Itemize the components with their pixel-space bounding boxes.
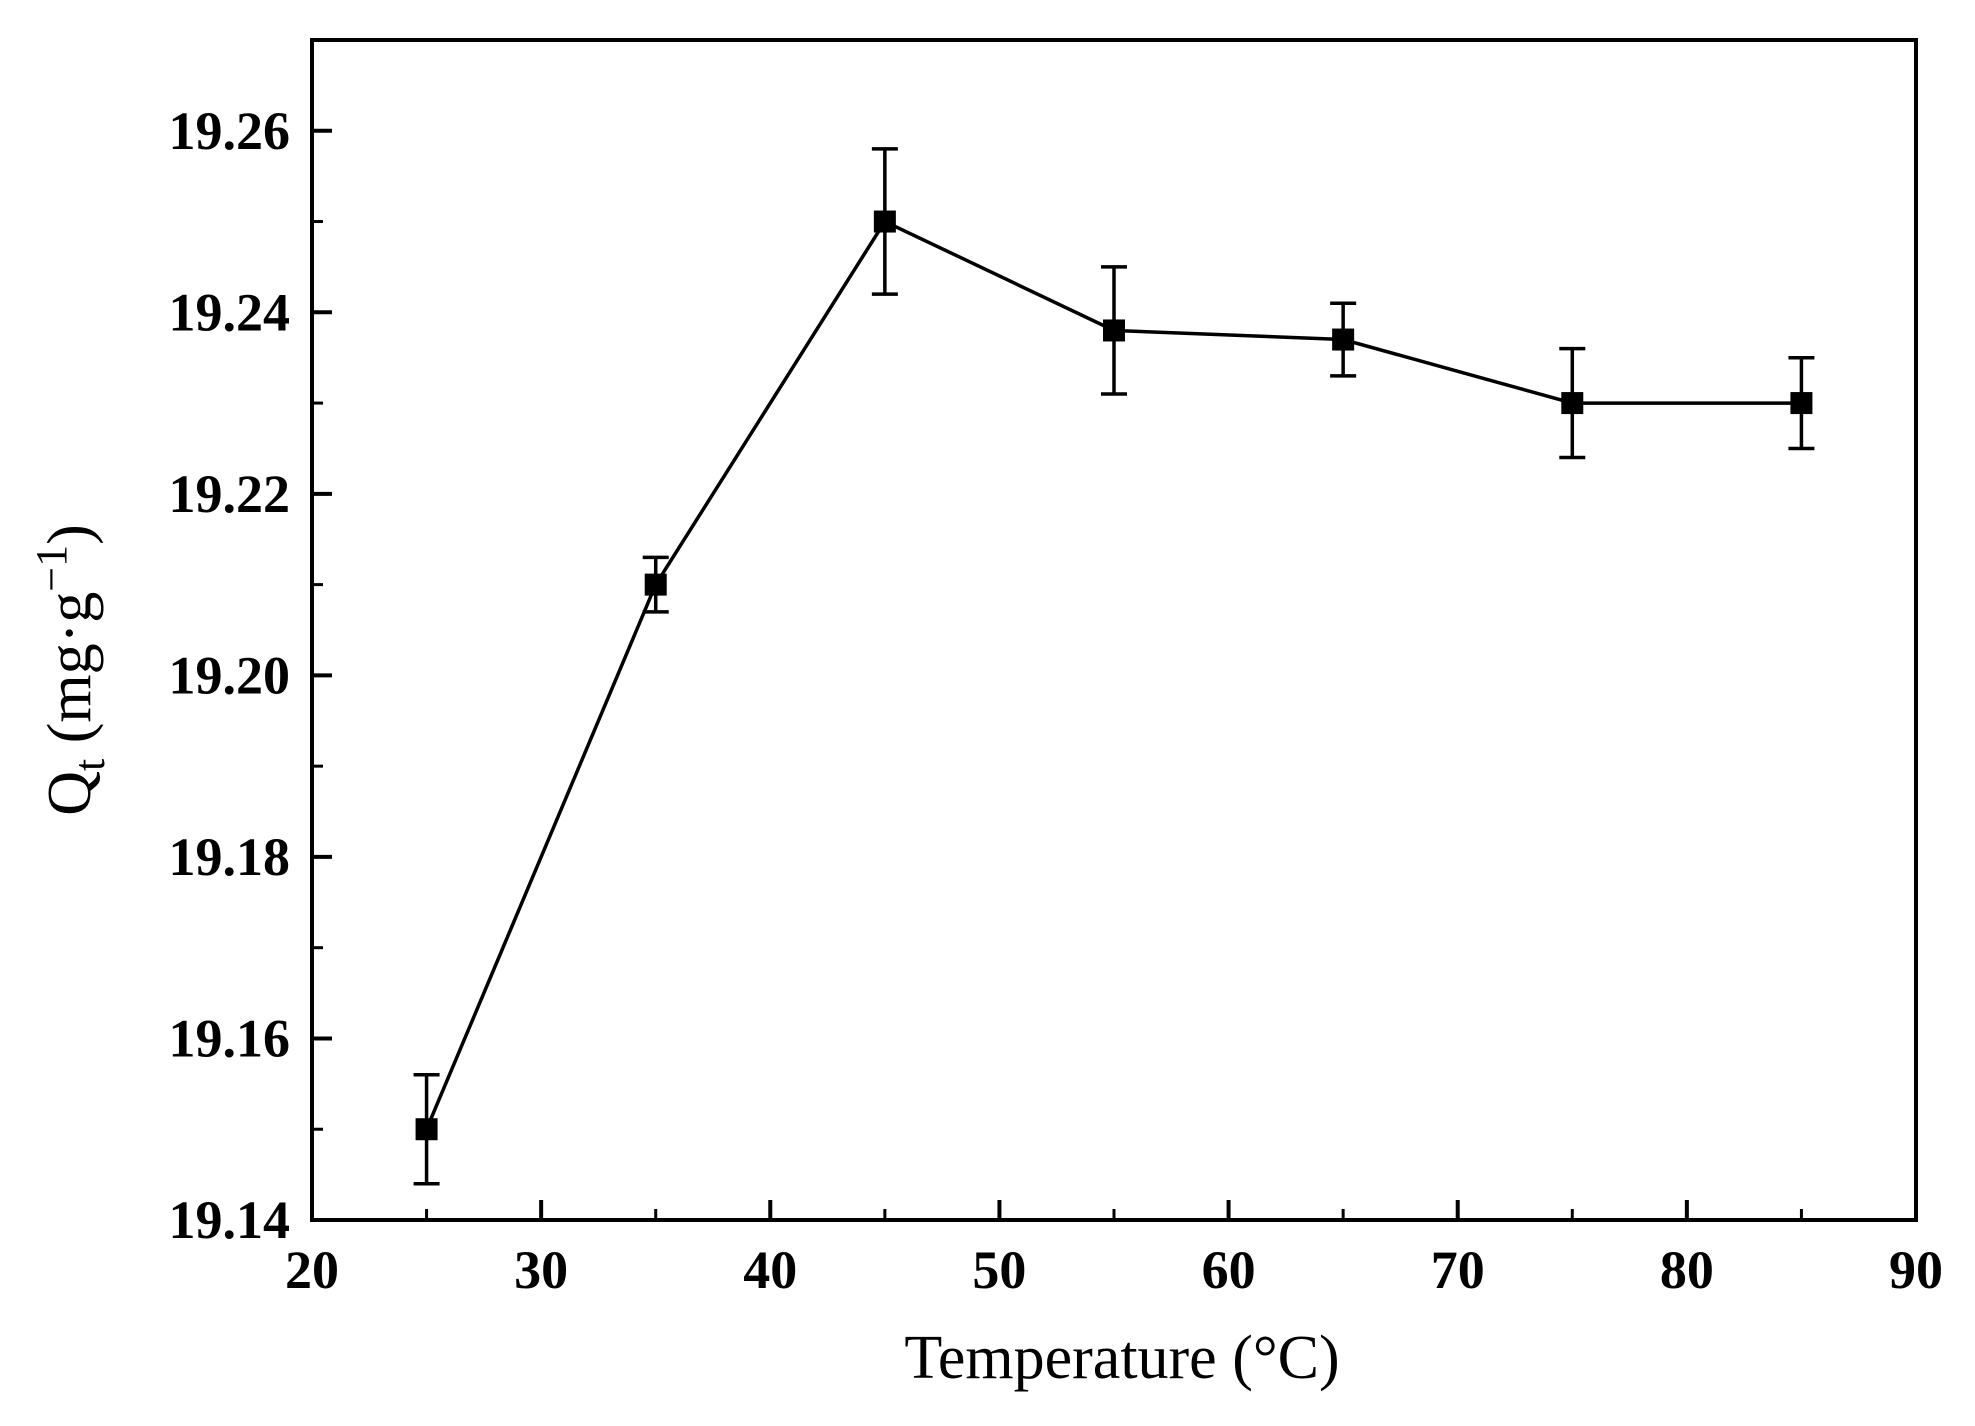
x-tick-label: 30 (514, 1240, 568, 1300)
x-tick-label: 80 (1660, 1240, 1714, 1300)
y-tick-label: 19.18 (169, 827, 291, 887)
plot-frame (310, 38, 1918, 1222)
data-point-marker (1103, 319, 1125, 342)
y-axis-title-superscript: −1 (27, 545, 76, 592)
data-point-marker (644, 573, 667, 596)
x-tick-label: 70 (1431, 1240, 1485, 1300)
data-point-marker (873, 210, 896, 233)
y-tick-label: 19.26 (169, 101, 291, 161)
y-tick-label: 19.16 (169, 1008, 291, 1068)
x-tick-label: 40 (743, 1240, 797, 1300)
y-axis-title-unit-close: ) (36, 524, 104, 545)
x-tick-label: 50 (972, 1240, 1026, 1300)
x-axis-title: Temperature (°C) (904, 1324, 1339, 1392)
y-axis-title-subscript: t (65, 759, 114, 771)
y-axis-title: Qt (mg·g−1) (27, 524, 114, 816)
data-point-marker (1332, 328, 1355, 351)
x-tick-label: 90 (1889, 1240, 1943, 1300)
data-point-marker (1790, 392, 1813, 415)
y-axis-title-unit: (mg·g (36, 592, 104, 759)
y-tick-label: 19.24 (169, 282, 291, 342)
y-axis-title-prefix: Q (36, 771, 104, 816)
y-tick-label: 19.22 (169, 464, 291, 524)
x-tick-label: 20 (285, 1240, 339, 1300)
data-point-marker (415, 1118, 438, 1141)
y-tick-label: 19.14 (169, 1190, 291, 1250)
y-tick-label: 19.20 (169, 645, 291, 705)
data-point-marker (1561, 392, 1584, 415)
x-tick-label: 60 (1202, 1240, 1256, 1300)
